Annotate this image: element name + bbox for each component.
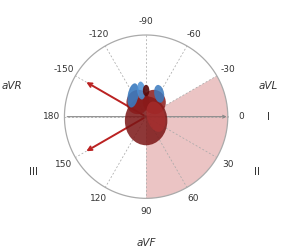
Wedge shape (146, 76, 228, 198)
Text: -120: -120 (89, 30, 109, 39)
Text: 150: 150 (55, 160, 73, 168)
Ellipse shape (143, 85, 149, 96)
Text: I: I (267, 112, 270, 122)
Ellipse shape (126, 90, 149, 114)
Text: aVR: aVR (1, 81, 22, 91)
Text: 60: 60 (188, 194, 199, 203)
Text: 120: 120 (90, 194, 107, 203)
Text: -60: -60 (186, 30, 201, 39)
Text: II: II (254, 167, 260, 177)
Ellipse shape (143, 90, 166, 114)
Text: 0: 0 (238, 112, 244, 121)
Ellipse shape (125, 96, 167, 145)
Ellipse shape (146, 102, 166, 132)
Text: 180: 180 (43, 112, 60, 121)
Text: -30: -30 (221, 65, 235, 74)
Text: -150: -150 (54, 65, 74, 74)
Text: aVF: aVF (136, 238, 156, 248)
Text: 90: 90 (140, 207, 152, 216)
Text: 30: 30 (222, 160, 234, 168)
Ellipse shape (128, 83, 139, 108)
Text: III: III (29, 167, 38, 177)
Ellipse shape (137, 82, 145, 100)
Ellipse shape (154, 85, 164, 103)
Text: aVL: aVL (259, 81, 278, 91)
Text: -90: -90 (139, 18, 153, 26)
